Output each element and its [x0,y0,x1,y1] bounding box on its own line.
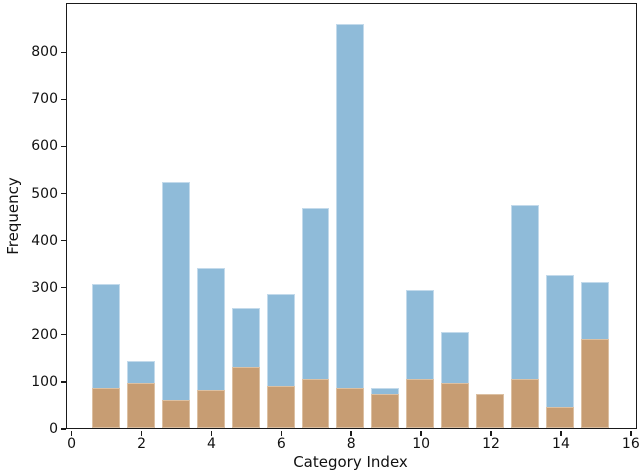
bar-tan-series-cat-6 [266,385,295,428]
x-tick-label-0: 0 [67,436,77,452]
x-tick-mark-2 [140,430,143,436]
y-tick-mark-200 [61,333,66,336]
bar-blue-series-cat-8 [336,24,365,428]
bar-tan-series-cat-13 [511,378,540,428]
x-tick-label-2: 2 [137,436,146,452]
x-tick-mark-0 [70,430,73,436]
y-tick-mark-800 [61,51,66,54]
x-tick-mark-16 [630,430,632,436]
y-tick-label-400: 400 [31,232,58,249]
bar-tan-series-cat-8 [336,388,365,428]
y-tick-mark-100 [61,380,66,383]
y-tick-mark-600 [61,145,66,148]
x-tick-label-4: 4 [206,436,216,452]
bars-layer [67,4,636,428]
bar-tan-series-cat-1 [91,388,120,428]
y-tick-mark-700 [61,98,66,101]
y-tick-mark-400 [61,239,66,242]
x-tick-mark-8 [350,430,353,436]
bar-tan-series-cat-5 [231,366,260,428]
x-tick-mark-4 [210,430,213,436]
x-tick-mark-6 [280,430,283,436]
bar-tan-series-cat-4 [196,390,225,428]
bar-tan-series-cat-12 [476,394,505,428]
y-tick-label-600: 600 [31,138,58,155]
y-tick-label-700: 700 [31,91,58,108]
y-tick-mark-500 [61,192,66,195]
x-tick-label-14: 14 [552,436,570,452]
bar-tan-series-cat-3 [161,399,190,428]
y-axis-label: Frequency [4,177,22,255]
bar-tan-series-cat-14 [546,406,575,428]
plot-area [66,3,637,429]
bar-tan-series-cat-9 [371,394,400,428]
x-tick-mark-12 [490,430,492,436]
y-tick-label-200: 200 [31,326,58,343]
x-axis-label: Category Index [293,453,408,471]
x-tick-label-6: 6 [276,436,286,452]
x-tick-label-10: 10 [412,436,431,452]
x-tick-label-16: 16 [621,436,640,452]
y-tick-mark-300 [61,286,66,289]
y-tick-label-800: 800 [31,44,58,61]
y-tick-label-100: 100 [31,373,58,390]
y-tick-label-0: 0 [49,420,58,437]
y-tick-label-300: 300 [31,279,58,296]
x-tick-mark-10 [420,430,422,436]
bar-tan-series-cat-11 [441,383,470,428]
bar-tan-series-cat-10 [406,378,435,428]
x-tick-label-12: 12 [482,436,500,452]
x-tick-label-8: 8 [346,436,356,452]
bar-blue-series-cat-3 [161,181,190,428]
bar-tan-series-cat-15 [581,338,610,428]
y-tick-label-500: 500 [31,185,58,202]
bar-tan-series-cat-7 [301,378,330,428]
y-tick-mark-0 [61,428,66,430]
bar-blue-series-cat-14 [546,275,575,428]
x-tick-mark-14 [560,430,562,436]
bar-tan-series-cat-2 [126,383,155,428]
